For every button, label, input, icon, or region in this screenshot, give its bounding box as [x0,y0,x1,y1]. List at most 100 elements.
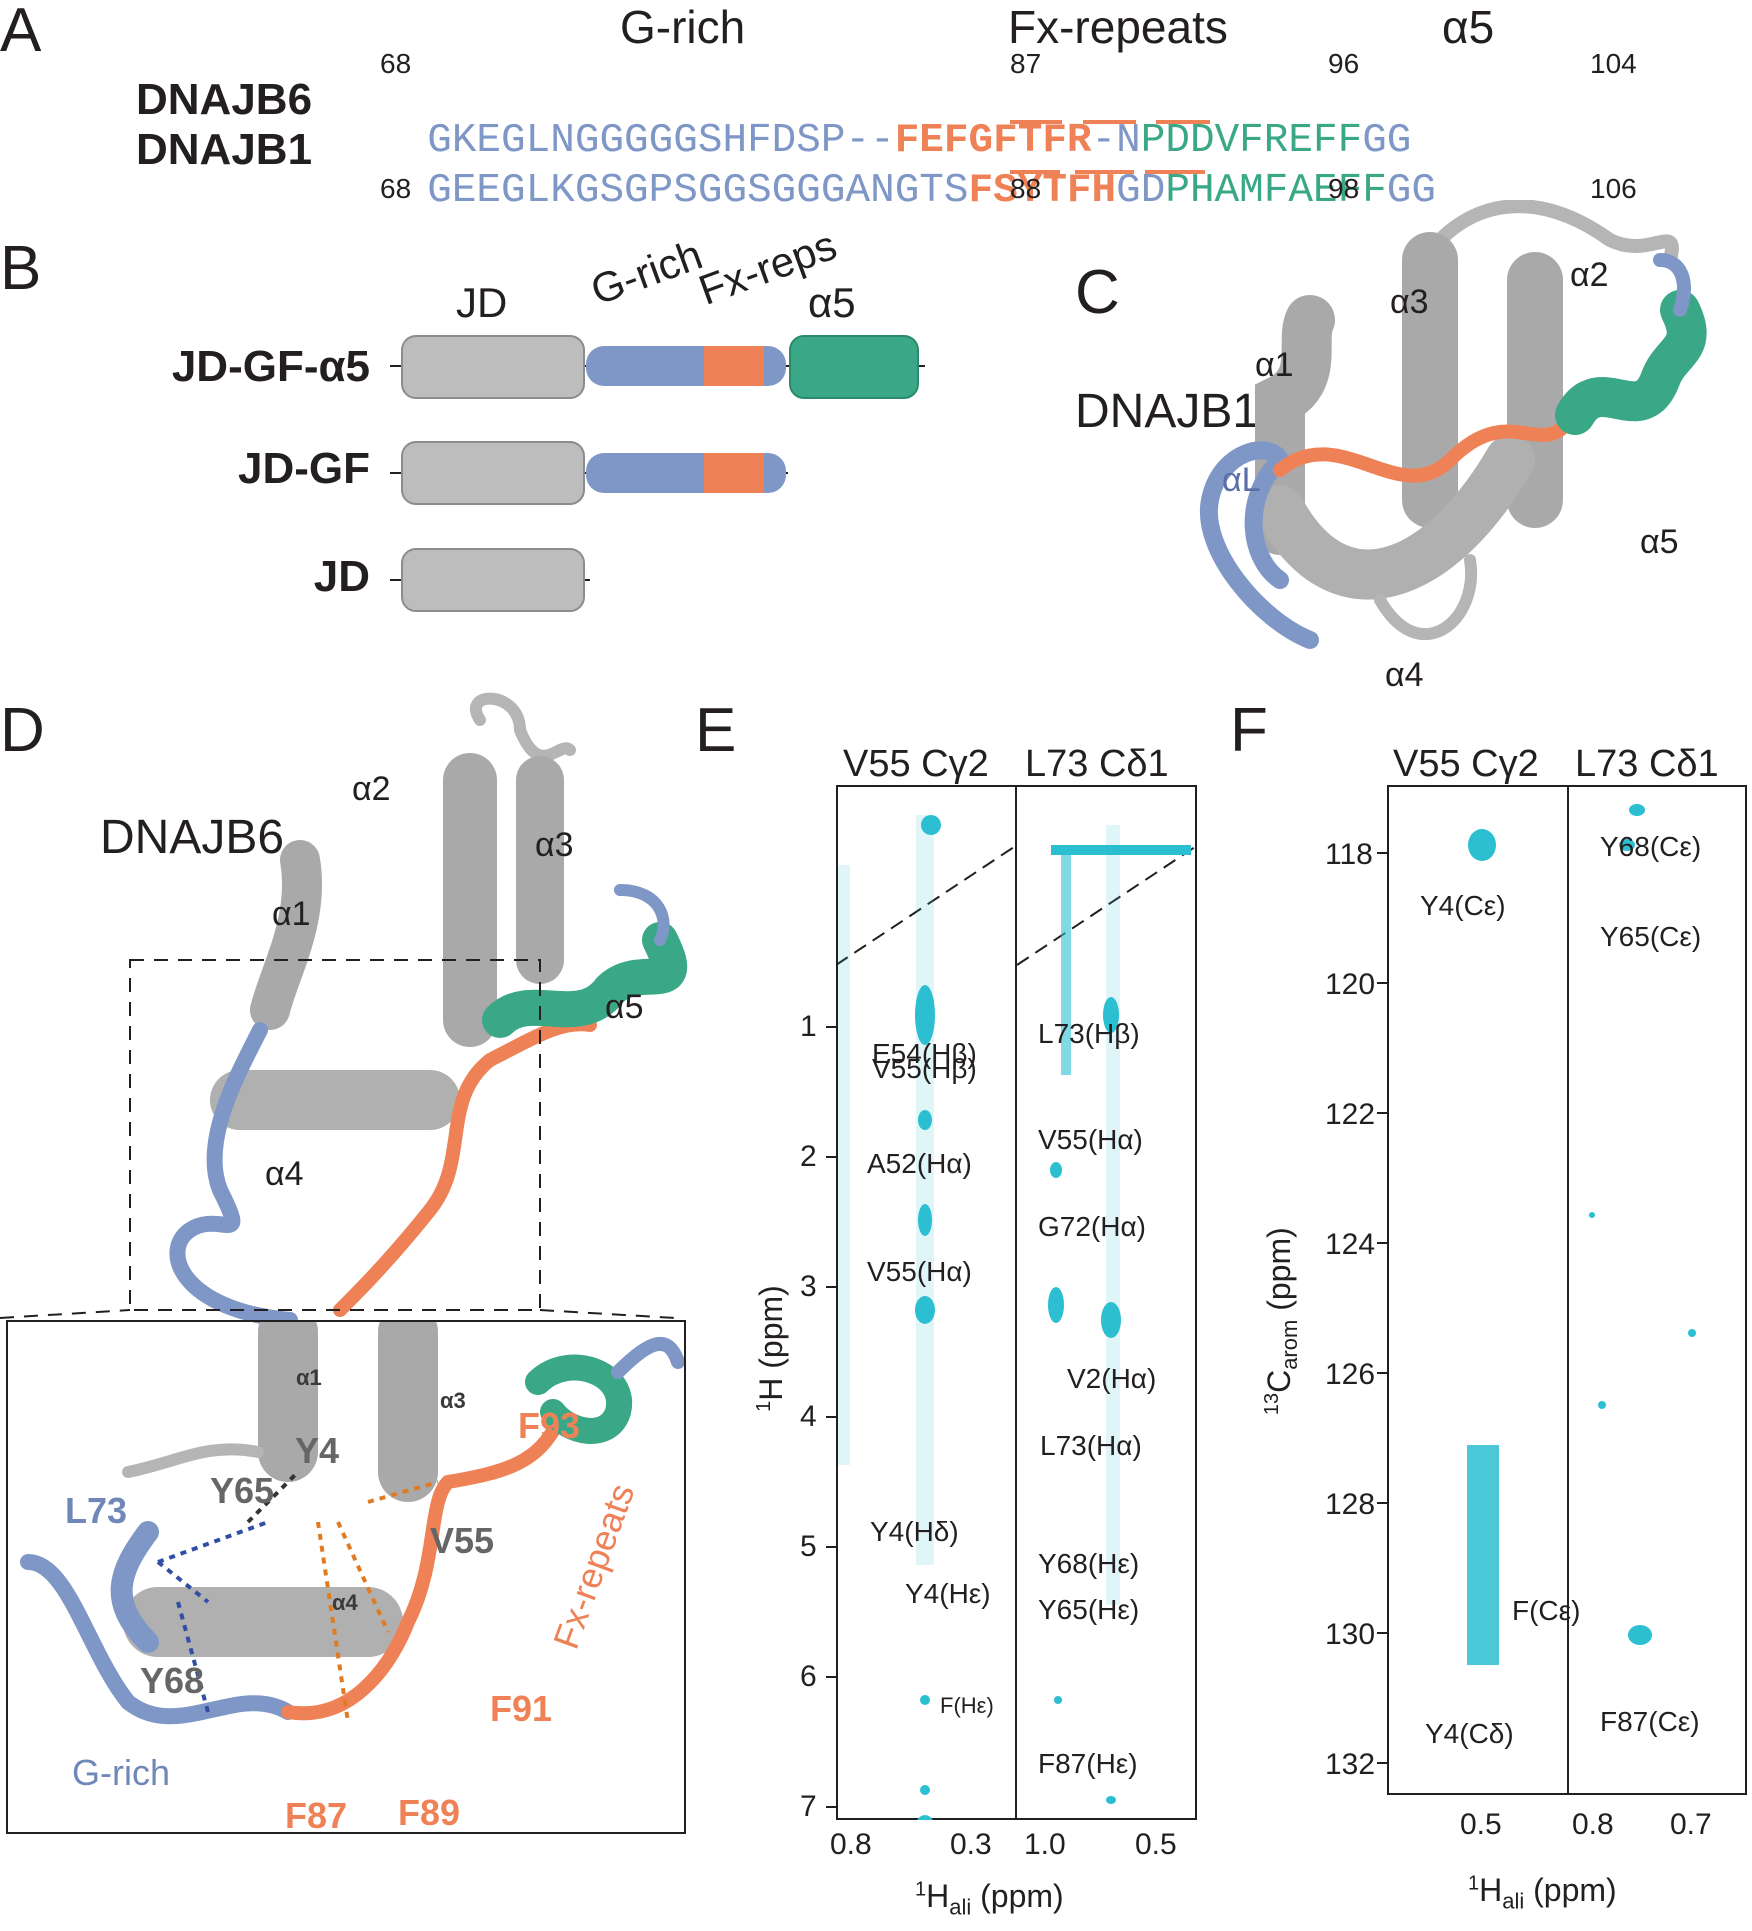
e-peak-v55ha [915,1296,935,1324]
f-ylabel-sup: 13 [1261,1392,1284,1416]
f-ann-y4cd: Y4(Cδ) [1425,1718,1514,1749]
inset-label-f93: F93 [518,1405,581,1446]
f-spectra [1467,804,1696,1665]
construct-jd-gf: JD-GF [238,444,370,493]
f-xtick-2b: 0.7 [1670,1808,1712,1841]
jd-domain-1 [401,335,585,399]
b-header-grich: G-rich [584,230,709,314]
f-ytick-128: 128 [1325,1488,1376,1521]
f-xtick-1a: 0.5 [1460,1808,1502,1841]
f-ann-y65ce: Y65(Cε) [1600,921,1702,952]
f-strip2-title: L73 Cδ1 [1575,743,1719,785]
f-xlabel-sup: 1 [1468,1872,1480,1895]
e-peak-col1a [916,815,934,1565]
fx-underlines [1010,120,1210,174]
d-zoom-box [129,959,541,1311]
d-label-a2: α2 [352,770,391,808]
f-ytick-124: 124 [1325,1228,1376,1261]
e-peak-col2a [1061,845,1071,1075]
construct-jd-gf-a5: JD-GF-α5 [171,342,370,391]
e-ytick-3: 3 [800,1270,817,1303]
e-ann-e54hb: E54(Hβ) [872,1038,977,1069]
seq-dnajb1-a5: PHAMFAEFF [1165,168,1387,214]
d-label-a5: α5 [605,988,644,1026]
panel-label-d: D [0,696,45,765]
f-ytick-122: 122 [1325,1098,1376,1131]
inset-label-v55: V55 [430,1520,495,1561]
seq-dnajb6-tail: GG [1362,118,1412,164]
seq-dnajb6: GKEGLNGGGGGSHFDSP--FEFGFTFR-NPDDVFREFFGG [378,80,1411,162]
d-label-a4: α4 [265,1155,304,1193]
dnajb1-structure [1199,200,1707,649]
num-68-top: 68 [380,48,412,79]
e-ann-l73hb: L73(Hβ) [1038,1018,1140,1049]
f-peak-small3 [1598,1401,1606,1409]
e-peak-e54hb [918,1110,932,1130]
seq-dnajb1: GEEGLKGSGPSGGSGGGANGTSFSYTFHGDPHAMFAEFFG… [378,130,1436,212]
e-ylabel-text: H (ppm) [752,1285,789,1401]
fx-segment-1 [704,346,764,386]
construct-jd: JD [313,552,370,601]
e-strip2 [1015,785,1197,1820]
e-spectra [836,815,1198,1820]
f-xlabel-sub: ali [1502,1888,1525,1914]
f-ann-f87ce: F87(Cε) [1600,1706,1700,1737]
header-fx: Fx-repeats [1008,1,1228,53]
c-label-a5: α5 [1640,523,1679,561]
panel-label-f: F [1230,696,1268,765]
domain-diagram [390,335,925,612]
e-yaxis-ticks [826,1026,836,1808]
c-label-aL: αL [1222,461,1261,499]
b-header-jd: JD [456,279,508,326]
e-ytick-7: 7 [800,1790,817,1823]
e-ytick-4: 4 [800,1400,817,1433]
e-ytick-2: 2 [800,1140,817,1173]
e-xtick-2a: 1.0 [1024,1828,1066,1861]
e-peak-fhe [917,1815,933,1820]
header-a5: α5 [1442,1,1495,53]
f-ann-y4ce: Y4(Cε) [1420,890,1506,921]
seq-dnajb6-grich: GKEGLNGGGGGSHFDSP-- [427,118,895,164]
header-grich: G-rich [620,1,746,53]
e-xlabel-text: H [926,1878,950,1914]
c-title: DNAJB1 [1075,385,1260,438]
e-peak-v55hb [915,985,935,1045]
d-inset-box [6,1320,686,1834]
zoom-connectors [0,1309,676,1319]
seq-dnajb6-link: -N [1091,118,1141,164]
f-ytick-130: 130 [1325,1618,1376,1651]
e-xtick-2b: 0.5 [1135,1828,1177,1861]
e-ann-v2ha: V2(Hα) [1067,1363,1157,1394]
d-label-a3: α3 [535,826,574,864]
f-peak-y68ce [1629,804,1645,816]
a5-domain-1 [789,335,919,399]
panel-label-b: B [0,234,42,303]
e-xlabel-sub: ali [949,1894,972,1920]
seq-dnajb1-link: GD [1116,168,1166,214]
e-peak-v55ha-2 [1050,1162,1062,1178]
e-peak-l73hb [1103,997,1119,1033]
seq-name-dnajb1: DNAJB1 [136,125,313,174]
dnajb6-structure [129,692,688,1328]
num-98: 98 [1328,173,1360,204]
c-label-a4: α4 [1385,656,1424,694]
f-ytick-126: 126 [1325,1358,1376,1391]
inset-label-f89: F89 [398,1792,461,1833]
seq-dnajb1-grich: GEEGLKGSGPSGGSGGGANGTS [427,168,969,214]
inset-label-f87: F87 [285,1795,348,1836]
f-strip1-title: V55 Cγ2 [1393,743,1539,785]
e-strip1-title: V55 Cγ2 [843,743,989,785]
fx-segment-2 [704,453,764,493]
inset-label-y68: Y68 [140,1660,205,1701]
e-ylabel-sup: 1 [753,1400,776,1412]
panel-label-a: A [0,0,42,65]
e-peak-col1b [838,865,850,1465]
seq-name-dnajb6: DNAJB6 [136,75,313,124]
e-peak-y4hd [920,1695,930,1705]
e-ann-l73ha: L73(Hα) [1040,1430,1142,1461]
f-peak-y65ce [1619,839,1635,851]
inset-label-grich: G-rich [72,1752,170,1793]
e-xlabel-sup: 1 [915,1878,927,1901]
c-label-a1: α1 [1255,346,1294,384]
f-xlabel: 1Hali (ppm) [1468,1872,1617,1914]
